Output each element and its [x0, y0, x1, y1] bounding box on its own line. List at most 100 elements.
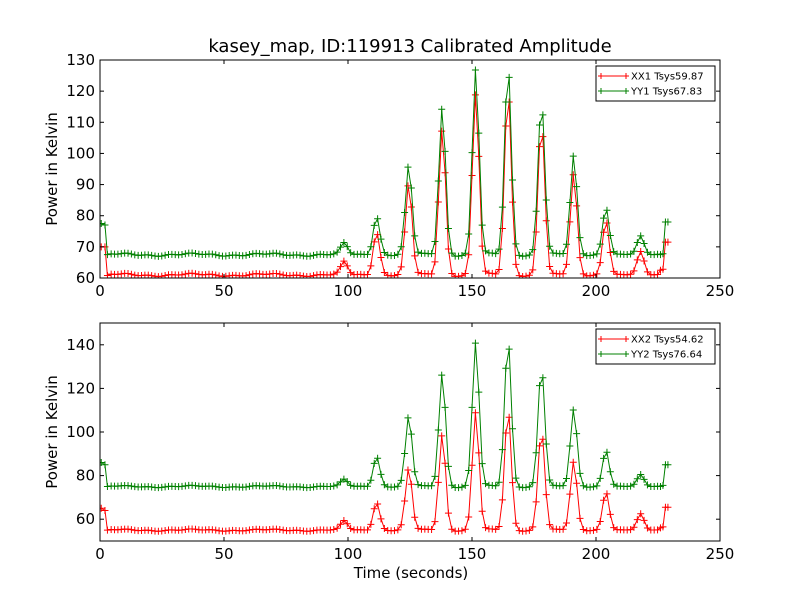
data-point-marker [546, 476, 554, 484]
data-point-marker [505, 73, 513, 81]
data-point-marker [100, 220, 105, 227]
data-point-marker [471, 409, 479, 417]
data-point-marker [438, 127, 446, 135]
data-point-marker [444, 509, 452, 517]
data-point-marker [576, 469, 584, 477]
data-point-marker [465, 466, 473, 474]
x-axis-label: Time (seconds) [353, 564, 469, 582]
data-point-marker [569, 152, 577, 160]
data-point-marker [438, 432, 446, 440]
data-point-marker [326, 526, 334, 534]
data-point-marker [492, 482, 500, 490]
data-point-marker [431, 472, 439, 480]
data-point-marker [532, 498, 540, 506]
data-point-marker [573, 479, 581, 487]
data-point-marker [158, 527, 166, 535]
data-point-marker [124, 270, 132, 278]
bottom-y-axis-label: Power in Kelvin [43, 375, 61, 489]
data-point-marker [377, 470, 385, 478]
data-point-marker [212, 271, 220, 278]
data-point-marker [600, 496, 608, 504]
data-point-marker [212, 251, 220, 259]
data-point-marker [539, 111, 547, 119]
data-point-marker [468, 461, 476, 469]
data-point-marker [566, 198, 574, 206]
data-point-marker [559, 525, 567, 533]
data-point-marker [623, 271, 631, 278]
data-point-marker [441, 147, 449, 155]
data-point-marker [589, 483, 597, 491]
data-point-marker [441, 403, 449, 411]
data-point-marker [461, 525, 469, 533]
data-point-marker [512, 260, 520, 268]
data-point-marker [377, 253, 385, 261]
data-point-marker [276, 482, 284, 490]
data-point-marker [208, 250, 216, 258]
data-point-marker [272, 270, 280, 278]
data-point-marker [515, 527, 523, 535]
data-point-marker [306, 272, 314, 278]
data-point-marker [390, 483, 398, 491]
data-point-marker [394, 271, 402, 278]
data-point-marker [512, 519, 520, 527]
data-point-marker [370, 459, 378, 467]
data-point-marker [296, 251, 304, 259]
data-point-marker [475, 449, 483, 457]
data-point-marker [458, 483, 466, 491]
data-point-marker [546, 263, 554, 271]
data-point-marker [208, 270, 216, 278]
data-point-marker [363, 250, 371, 258]
data-point-marker [576, 514, 584, 522]
data-point-marker [627, 482, 635, 490]
legend-marker [598, 88, 604, 94]
data-point-marker [245, 271, 253, 278]
data-point-marker [522, 252, 530, 260]
data-point-marker [579, 270, 587, 278]
x-tick-label: 0 [95, 282, 105, 300]
data-point-marker [633, 516, 641, 524]
data-point-marker [471, 339, 479, 347]
data-point-marker [637, 247, 645, 255]
data-point-marker [600, 454, 608, 462]
data-point-marker [363, 271, 371, 278]
data-point-marker [482, 267, 490, 275]
data-point-marker [596, 240, 604, 248]
x-tick-label: 250 [706, 282, 735, 300]
x-tick-label: 50 [214, 282, 233, 300]
data-point-marker [573, 202, 581, 210]
data-point-marker [343, 478, 351, 486]
data-point-marker [482, 480, 490, 488]
data-point-marker [343, 243, 351, 251]
data-point-marker [245, 482, 253, 490]
y-tick-label: 60 [76, 269, 95, 287]
data-point-marker [546, 242, 554, 250]
data-point-marker [401, 449, 409, 457]
data-point-marker [158, 272, 166, 278]
legend: XX1 Tsys59.87 YY1 Tsys67.83 [595, 65, 716, 102]
y-tick-label: 120 [66, 82, 95, 100]
data-point-marker [431, 258, 439, 266]
data-point-marker [310, 483, 318, 491]
data-point-marker [461, 481, 469, 489]
data-point-marker [542, 440, 550, 448]
data-point-marker [536, 442, 544, 450]
data-point-marker [127, 482, 135, 490]
data-point-marker [347, 249, 355, 257]
data-point-marker [100, 459, 105, 467]
data-point-marker [610, 480, 618, 488]
data-point-marker [654, 271, 662, 278]
data-point-marker [509, 198, 517, 206]
x-tick-label: 100 [334, 282, 363, 300]
data-point-marker [492, 250, 500, 258]
y-tick-label: 130 [66, 51, 95, 69]
data-point-marker [659, 250, 667, 258]
data-point-marker [127, 270, 135, 278]
data-point-marker [627, 270, 635, 278]
data-point-marker [542, 491, 550, 499]
data-point-marker [367, 520, 375, 528]
data-point-marker [573, 430, 581, 438]
series-2-2 [100, 339, 672, 492]
data-point-marker [326, 251, 334, 259]
data-point-marker [495, 265, 503, 273]
data-point-marker [509, 479, 517, 487]
